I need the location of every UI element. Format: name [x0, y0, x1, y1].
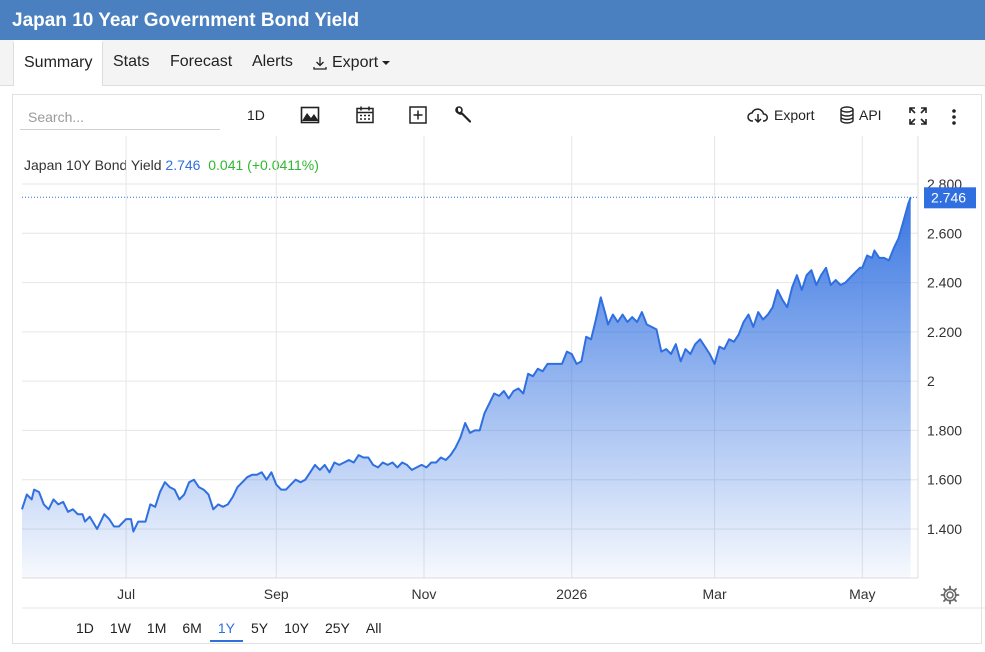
y-tick-label: 1.600	[927, 472, 962, 488]
date-range-button[interactable]	[355, 103, 375, 127]
y-tick-label: 2.600	[927, 225, 962, 241]
tab-bar: Summary Stats Forecast Alerts Export	[0, 40, 985, 86]
fullscreen-button[interactable]	[908, 104, 928, 128]
range-10y[interactable]: 10Y	[284, 620, 309, 636]
database-icon	[840, 106, 854, 124]
api-button[interactable]: API	[840, 103, 882, 127]
range-all[interactable]: All	[365, 620, 382, 636]
download-icon	[313, 57, 327, 70]
x-tick-label: Sep	[264, 586, 289, 602]
add-indicator-icon	[409, 106, 427, 124]
chart-legend: Japan 10Y Bond Yield 2.746 0.041 (+0.041…	[24, 157, 319, 173]
range-1d[interactable]: 1D	[76, 620, 94, 636]
x-tick-label: 2026	[556, 586, 587, 602]
chart-type-icon	[300, 106, 320, 124]
tab-export-label: Export	[332, 54, 379, 71]
legend-value: 2.746	[165, 157, 201, 173]
range-6m[interactable]: 6M	[182, 620, 202, 636]
last-value-badge: 2.746	[924, 187, 976, 209]
y-tick-label: 2.200	[927, 324, 962, 340]
cloud-download-icon	[747, 108, 768, 124]
wrench-icon	[455, 106, 472, 123]
x-axis: Jul Sep Nov 2026 Mar May	[117, 586, 875, 602]
settings-tool-button[interactable]	[454, 103, 474, 127]
x-tick-label: May	[849, 586, 875, 602]
more-vertical-icon	[952, 109, 956, 125]
series-line	[21, 196, 912, 533]
settings-gear-icon[interactable]	[940, 585, 960, 605]
range-1y[interactable]: 1Y	[209, 612, 243, 642]
last-value-label: 2.746	[931, 189, 966, 205]
export-button[interactable]: Export	[747, 103, 814, 127]
chart-type-button[interactable]	[300, 103, 320, 127]
range-selector: 1D 1W 1M 6M 1Y 5Y 10Y 25Y All	[68, 612, 389, 642]
add-indicator-button[interactable]	[408, 103, 428, 127]
x-tick-label: Jul	[117, 586, 135, 602]
page-title: Japan 10 Year Government Bond Yield	[0, 0, 985, 40]
more-options-button[interactable]	[950, 105, 958, 129]
api-label: API	[859, 107, 882, 123]
series-area	[22, 197, 911, 579]
export-label: Export	[774, 107, 815, 123]
range-25y[interactable]: 25Y	[324, 620, 350, 636]
tab-export[interactable]: Export	[312, 40, 391, 86]
fullscreen-icon	[909, 107, 927, 125]
range-1m[interactable]: 1M	[146, 620, 167, 636]
page-title-text: Japan 10 Year Government Bond Yield	[12, 10, 360, 31]
tab-forecast[interactable]: Forecast	[170, 53, 233, 70]
tab-summary[interactable]: Summary	[13, 40, 104, 86]
x-tick-label: Nov	[412, 586, 437, 602]
range-5y[interactable]: 5Y	[250, 620, 269, 636]
search-input[interactable]	[20, 104, 220, 130]
y-tick-label: 1.800	[927, 422, 962, 438]
x-tick-label: Mar	[703, 586, 727, 602]
tab-stats[interactable]: Stats	[113, 53, 150, 70]
last-value-badge-bg	[924, 187, 976, 209]
legend-change: 0.041 (+0.0411%)	[208, 157, 319, 173]
interval-button[interactable]: 1D	[247, 107, 265, 123]
y-tick-label: 2.400	[927, 275, 962, 291]
y-tick-label: 1.400	[927, 521, 962, 537]
y-tick-label: 2	[927, 373, 935, 389]
legend-series-name: Japan 10Y Bond Yield	[24, 157, 162, 173]
tab-alerts[interactable]: Alerts	[252, 53, 293, 70]
caret-down-icon	[382, 61, 391, 65]
calendar-icon	[356, 106, 374, 124]
range-1w[interactable]: 1W	[109, 620, 131, 636]
